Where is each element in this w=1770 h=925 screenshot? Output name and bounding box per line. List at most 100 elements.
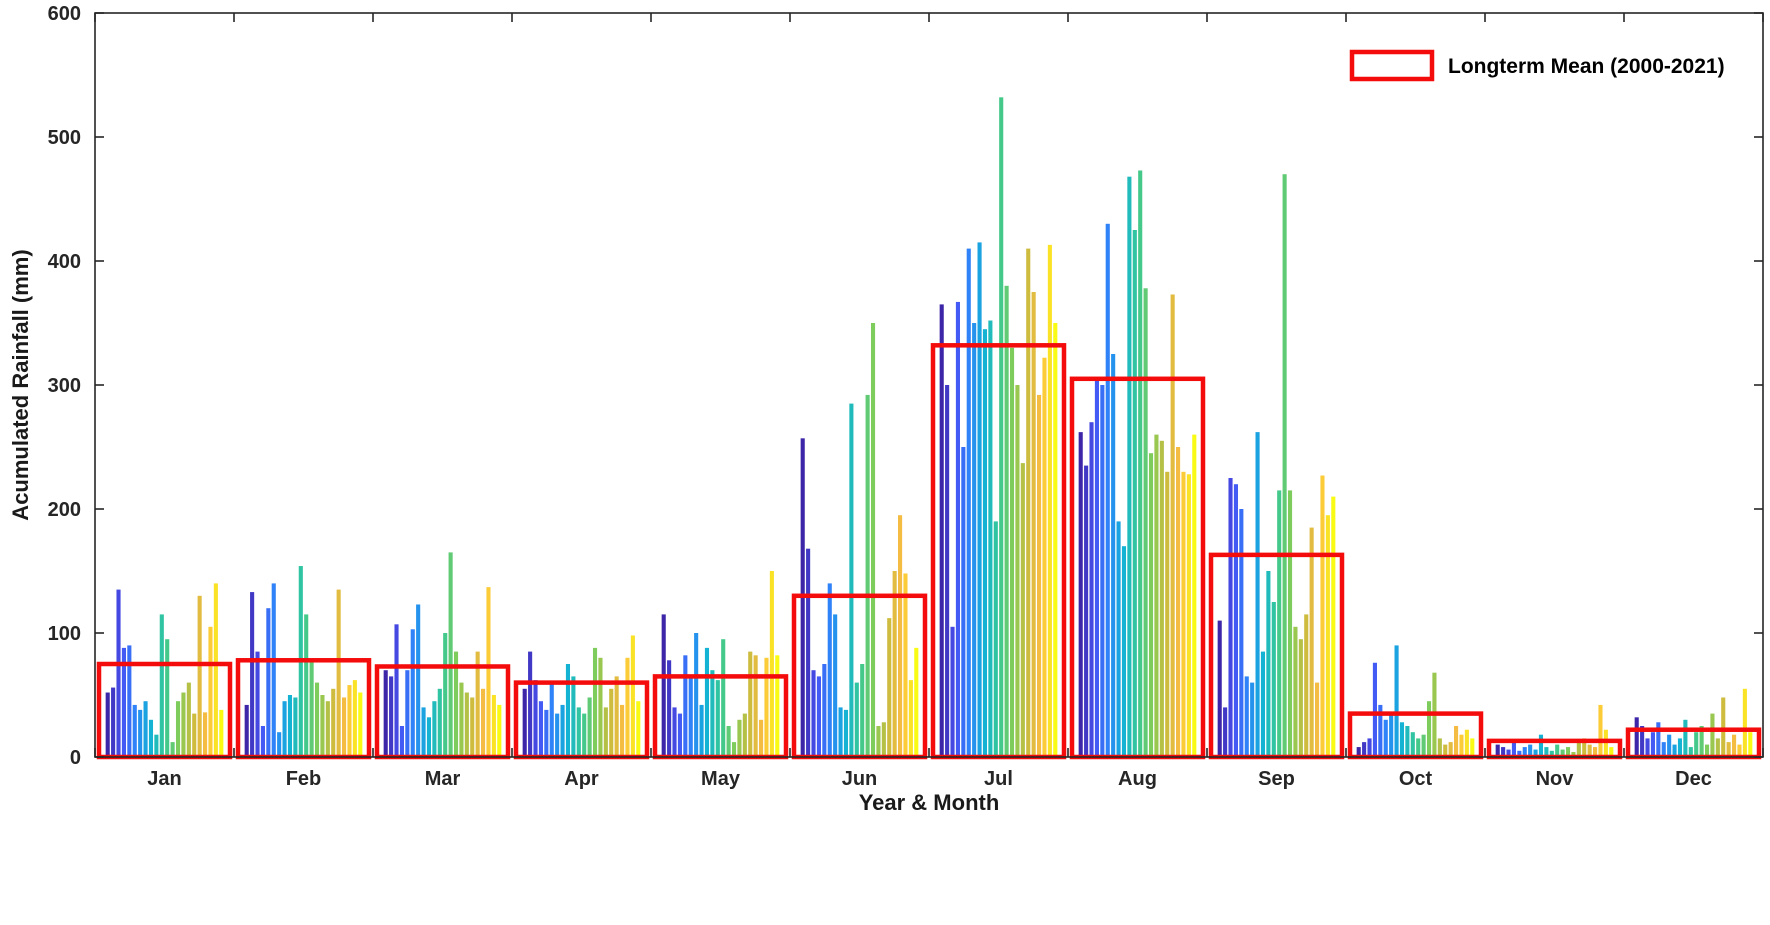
y-tick-label-0: 0: [70, 747, 81, 769]
bar-aug-year-17: [1170, 294, 1175, 757]
bar-jan-year-11: [165, 639, 170, 757]
x-tick-label-sep: Sep: [1258, 768, 1295, 790]
bar-apr-year-5: [549, 682, 554, 757]
bar-jun-year-8: [843, 709, 849, 757]
bar-dec-year-9: [1683, 719, 1688, 757]
bar-apr-year-14: [598, 657, 603, 757]
bar-mar-year-19: [486, 587, 491, 757]
bar-apr-year-1: [528, 651, 533, 757]
bar-jul-year-1: [945, 385, 950, 757]
bar-oct-year-18: [1454, 726, 1459, 757]
x-tick-label-dec: Dec: [1675, 768, 1712, 790]
bar-apr-year-17: [614, 676, 619, 757]
x-tick-label-feb: Feb: [286, 768, 322, 790]
bar-sep-year-10: [1271, 602, 1276, 757]
bar-jul-year-9: [988, 320, 993, 757]
bar-sep-year-21: [1331, 496, 1336, 757]
bar-apr-year-6: [555, 713, 560, 757]
bar-jan-year-1: [111, 687, 116, 757]
bar-may-year-5: [688, 676, 693, 757]
y-tick-label-200: 200: [48, 499, 81, 521]
bar-may-year-9: [710, 670, 715, 757]
bar-aug-year-10: [1132, 230, 1137, 757]
x-tick-label-may: May: [701, 768, 741, 790]
bar-jan-year-15: [186, 682, 191, 757]
bar-nov-year-14: [1571, 752, 1576, 757]
bar-dec-year-13: [1704, 744, 1710, 757]
y-tick-label-500: 500: [48, 127, 81, 149]
bar-feb-year-11: [304, 614, 309, 757]
bar-jan-year-12: [170, 742, 175, 757]
bar-jan-year-3: [121, 647, 126, 757]
bar-apr-year-0: [522, 688, 527, 757]
bar-mar-year-13: [453, 651, 459, 757]
bar-jun-year-3: [816, 676, 821, 757]
bar-feb-year-8: [287, 695, 293, 757]
bar-dec-year-4: [1656, 722, 1661, 757]
x-axis-label: Year & Month: [859, 790, 1000, 815]
bar-jan-year-0: [105, 692, 110, 757]
bar-may-year-20: [769, 571, 774, 757]
bar-nov-year-13: [1565, 747, 1571, 757]
bar-sep-year-4: [1239, 509, 1244, 757]
bar-oct-year-0: [1356, 747, 1361, 757]
bar-aug-year-16: [1165, 471, 1170, 757]
bar-apr-year-4: [544, 709, 549, 757]
bar-sep-year-13: [1287, 490, 1293, 757]
bar-dec-year-8: [1677, 738, 1683, 757]
bar-dec-year-0: [1634, 717, 1639, 757]
bar-jan-year-18: [203, 712, 208, 757]
bar-may-year-11: [721, 639, 726, 757]
bar-oct-year-5: [1383, 719, 1388, 757]
bar-feb-year-15: [325, 701, 330, 757]
bar-jun-year-6: [833, 614, 838, 757]
bar-jan-year-19: [208, 626, 213, 757]
bar-apr-year-15: [603, 707, 608, 757]
legend: Longterm Mean (2000-2021): [1349, 49, 1725, 82]
bar-mar-year-0: [383, 670, 388, 757]
bar-jun-year-12: [865, 394, 870, 757]
y-tick-label-400: 400: [48, 251, 81, 273]
bar-jan-year-8: [148, 719, 154, 757]
bar-jun-year-4: [822, 664, 827, 757]
bar-feb-year-6: [277, 732, 282, 757]
bar-sep-year-5: [1244, 676, 1249, 757]
bar-jul-year-5: [966, 248, 971, 757]
bar-feb-year-2: [255, 651, 260, 757]
bar-nov-year-20: [1603, 729, 1608, 757]
bar-jul-year-14: [1015, 385, 1020, 757]
bar-nov-year-10: [1549, 750, 1554, 757]
bar-sep-year-12: [1282, 174, 1287, 757]
bar-aug-year-0: [1078, 432, 1083, 757]
bar-feb-year-17: [336, 589, 341, 757]
bar-apr-year-11: [582, 713, 587, 757]
bar-jun-year-16: [887, 618, 892, 757]
bar-mar-year-6: [416, 604, 421, 757]
bar-aug-year-19: [1181, 471, 1186, 757]
bar-oct-year-15: [1437, 738, 1442, 757]
bar-apr-year-2: [533, 680, 538, 757]
bar-oct-year-12: [1421, 734, 1426, 757]
bar-oct-year-6: [1389, 713, 1394, 757]
bar-oct-year-8: [1399, 722, 1405, 757]
bar-aug-year-11: [1138, 170, 1143, 758]
bar-jul-year-15: [1020, 463, 1025, 757]
legend-label: Longterm Mean (2000-2021): [1448, 55, 1725, 78]
bar-oct-year-7: [1394, 645, 1399, 757]
bar-mar-year-15: [464, 692, 469, 757]
bar-nov-year-17: [1587, 744, 1592, 757]
bar-jul-year-7: [977, 242, 982, 757]
bar-jun-year-18: [898, 515, 903, 757]
bar-jul-year-13: [1009, 347, 1015, 757]
bar-jul-year-6: [972, 323, 977, 757]
plot-border: [94, 12, 1764, 758]
bar-apr-year-10: [576, 707, 581, 757]
bar-feb-year-9: [293, 697, 298, 757]
bar-aug-year-8: [1121, 546, 1127, 757]
bar-nov-year-9: [1544, 747, 1549, 757]
bar-jul-year-2: [950, 626, 955, 757]
bar-may-year-13: [731, 742, 737, 757]
bar-jun-year-21: [914, 647, 919, 757]
bar-dec-year-20: [1742, 688, 1747, 757]
